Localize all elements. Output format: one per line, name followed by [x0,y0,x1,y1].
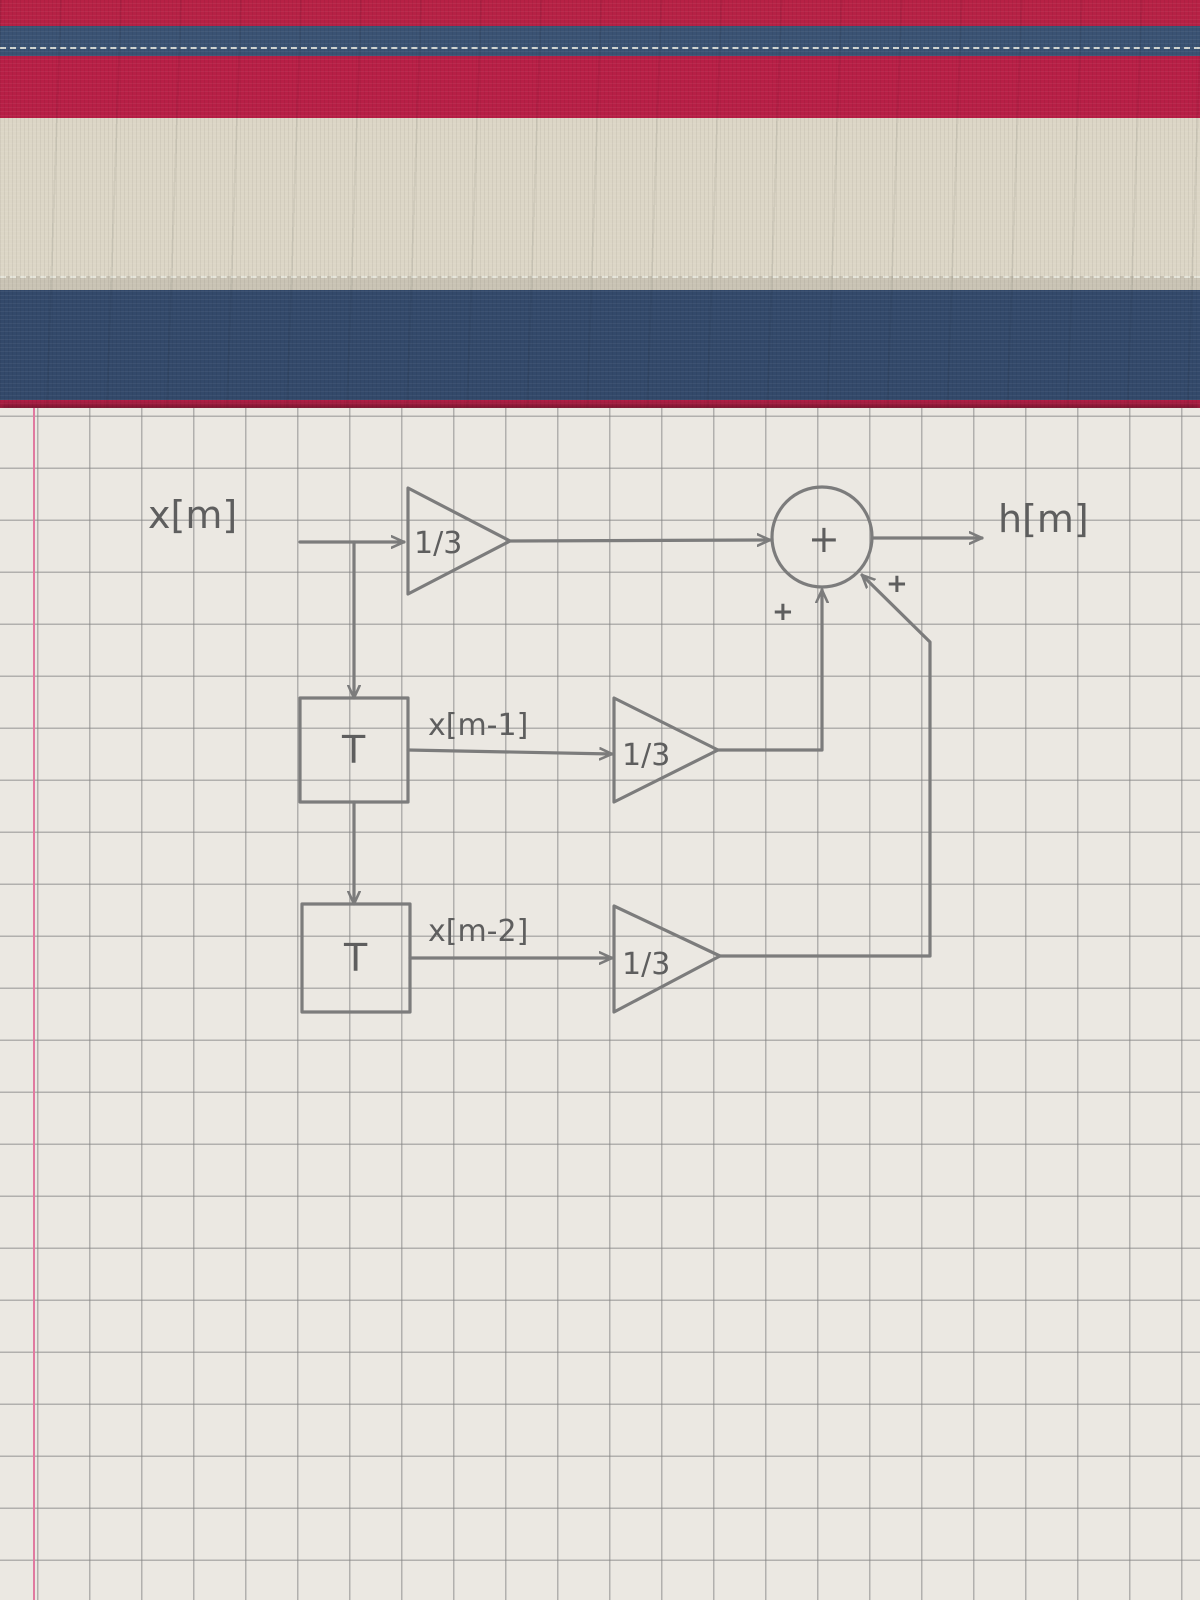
margin-line [33,408,35,1600]
gain-label-0: 1/3 [414,526,462,561]
input-label: x[m] [148,493,237,537]
delay-block-1: T [298,696,410,804]
gain-2-to-adder-line [718,575,932,958]
adder-input-sign-bottom: + [772,597,794,627]
striped-fabric-background [0,0,1200,420]
output-label: h[m] [998,497,1089,541]
delay-1-to-gain-line [406,750,614,754]
delay-symbol-2: T [343,936,368,980]
gain-label-1: 1/3 [622,738,670,773]
adder-symbol: + [808,517,840,561]
gain-label-2: 1/3 [622,947,670,982]
gain-1-to-adder-line [716,588,822,752]
adder-input-sign-right: + [886,569,908,599]
gain-block-0: 1/3 [406,486,512,596]
gain-0-to-adder-line [508,540,772,541]
summing-junction: + [770,485,874,589]
delay-output-label-1: x[m-1] [428,708,528,743]
gain-block-2: 1/3 [612,904,722,1014]
graph-paper [0,408,1200,1600]
gain-block-1: 1/3 [612,696,720,804]
delay-symbol-1: T [341,728,366,772]
delay-block-2: T [300,902,412,1014]
delay-output-label-2: x[m-2] [428,914,528,949]
